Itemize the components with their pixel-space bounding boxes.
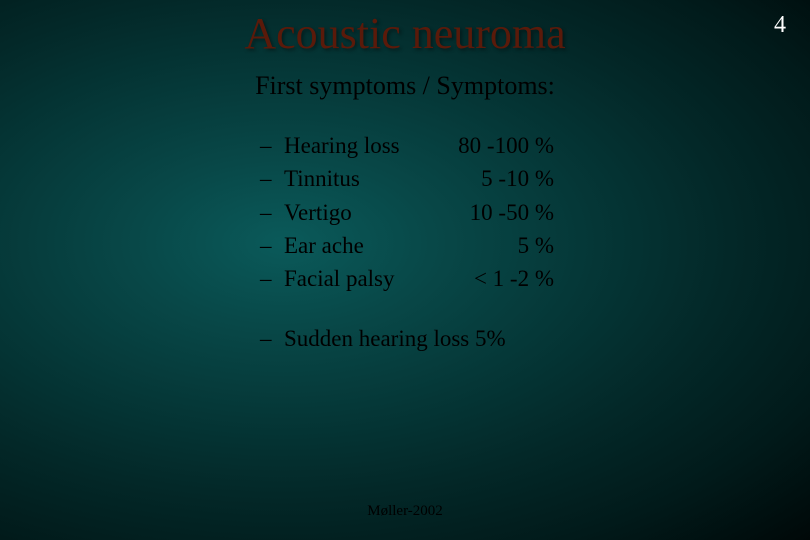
symptom-value: 80 -100 %	[444, 129, 554, 162]
symptoms-list: – Hearing loss 80 -100 % – Tinnitus 5 -1…	[260, 129, 810, 296]
symptom-name: Tinnitus	[284, 162, 444, 195]
secondary-text: Sudden hearing loss 5%	[284, 326, 506, 352]
bullet-icon: –	[260, 229, 284, 262]
footer-citation: Møller-2002	[0, 503, 810, 520]
list-item: – Sudden hearing loss 5%	[260, 326, 810, 352]
bullet-icon: –	[260, 129, 284, 162]
bullet-icon: –	[260, 326, 284, 352]
list-item: – Vertigo 10 -50 %	[260, 196, 810, 229]
bullet-icon: –	[260, 196, 284, 229]
slide-title: Acoustic neuroma	[0, 0, 810, 59]
symptom-value: < 1 -2 %	[444, 262, 554, 295]
list-item: – Facial palsy < 1 -2 %	[260, 262, 810, 295]
symptom-name: Vertigo	[284, 196, 444, 229]
secondary-list: – Sudden hearing loss 5%	[260, 326, 810, 352]
page-number: 4	[774, 12, 786, 39]
symptom-name: Facial palsy	[284, 262, 444, 295]
symptom-name: Hearing loss	[284, 129, 444, 162]
symptom-value: 5 -10 %	[444, 162, 554, 195]
slide-subtitle: First symptoms / Symptoms:	[0, 71, 810, 101]
bullet-icon: –	[260, 262, 284, 295]
symptom-value: 10 -50 %	[444, 196, 554, 229]
symptom-name: Ear ache	[284, 229, 444, 262]
symptom-value: 5 %	[444, 229, 554, 262]
bullet-icon: –	[260, 162, 284, 195]
list-item: – Ear ache 5 %	[260, 229, 810, 262]
list-item: – Tinnitus 5 -10 %	[260, 162, 810, 195]
list-item: – Hearing loss 80 -100 %	[260, 129, 810, 162]
